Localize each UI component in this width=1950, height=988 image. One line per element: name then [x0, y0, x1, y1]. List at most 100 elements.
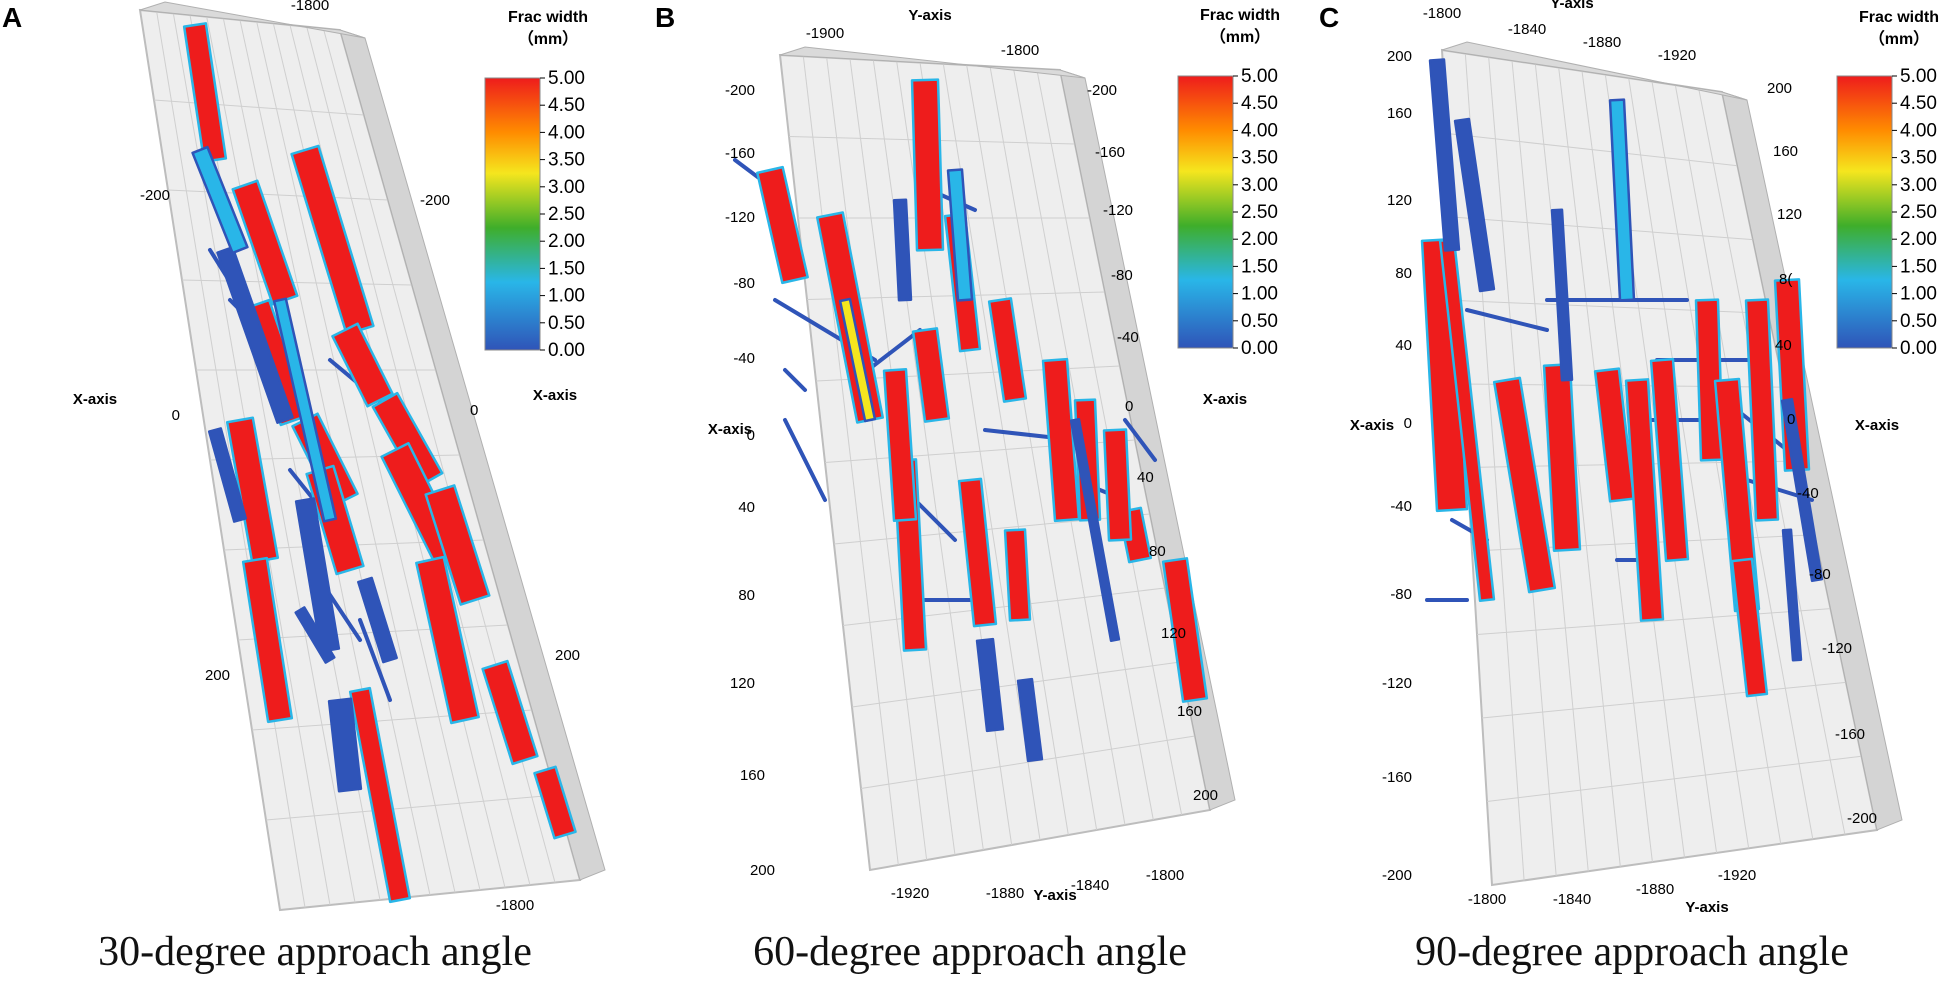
- fracture-plane: [1069, 418, 1121, 642]
- x-axis-name-right: X-axis: [1203, 391, 1247, 408]
- legend-tick-label: 5.00: [1241, 66, 1278, 87]
- fractures: [1420, 58, 1824, 698]
- fracture-plane: [481, 659, 539, 766]
- figure-caption: 30-degree approach angle: [98, 929, 532, 975]
- grid-line: [153, 99, 365, 116]
- plot-top-face: [139, 1, 366, 39]
- right-tick-label: -80: [1111, 267, 1133, 284]
- legend-tick-label: 3.50: [1900, 148, 1937, 169]
- fracture-plane: [987, 297, 1028, 403]
- fracture-plane: [1780, 397, 1824, 583]
- top-tick-label: -1800: [1001, 42, 1039, 59]
- right-tick-label: -200: [1087, 82, 1117, 99]
- x-axis-name-left: X-axis: [73, 391, 117, 408]
- grid-line: [1486, 755, 1862, 802]
- fracture-plane: [838, 297, 877, 423]
- fractures: [733, 78, 1209, 763]
- fracture-plane: [1730, 557, 1769, 698]
- legend-tick-label: 2.00: [548, 231, 585, 252]
- legend-tick-label: 0.00: [548, 340, 585, 361]
- fracture-plane: [241, 556, 294, 724]
- fracture-plane: [1453, 117, 1496, 293]
- fracture-plane: [1550, 208, 1574, 382]
- right-tick-label: 200: [555, 647, 580, 664]
- right-tick-label: 120: [1777, 206, 1802, 223]
- fracture-plane: [207, 427, 248, 523]
- legend-title: Frac width: [508, 9, 588, 26]
- fracture-plane: [892, 198, 913, 302]
- right-tick-label: 200: [1767, 80, 1792, 97]
- top-tick-label: -1840: [1508, 21, 1546, 38]
- right-tick-label: 8(: [1779, 271, 1792, 288]
- fracture-plane: [231, 179, 299, 306]
- fracture-link: [1465, 308, 1549, 332]
- y-axis-name-bottom: Y-axis: [1685, 899, 1728, 916]
- fracture-plane: [1161, 557, 1209, 703]
- panel-label: B: [655, 2, 676, 33]
- right-tick-label: -80: [1809, 566, 1831, 583]
- left-tick-label: -120: [725, 209, 755, 226]
- panel-label: C: [1319, 2, 1340, 33]
- left-tick-label: 120: [1387, 192, 1412, 209]
- x-axis-name-right: X-axis: [533, 387, 577, 404]
- legend-tick-label: 5.00: [548, 68, 585, 89]
- top-tick-label: -1920: [1658, 47, 1696, 64]
- right-tick-label: -40: [1117, 329, 1139, 346]
- legend-tick-label: 2.50: [548, 204, 585, 225]
- legend-tick-label: 1.00: [548, 286, 585, 307]
- top-tick-label: -1880: [1583, 34, 1621, 51]
- legend-tick-label: 1.50: [1900, 256, 1937, 277]
- bottom-tick-label: -1800: [1146, 867, 1184, 884]
- right-tick-label: 160: [1177, 703, 1202, 720]
- left-tick-label: 160: [1387, 105, 1412, 122]
- left-tick-label: -40: [733, 350, 755, 367]
- fracture-plane: [756, 165, 809, 285]
- left-tick-label: 40: [1395, 337, 1412, 354]
- x-axis-name-left: X-axis: [708, 421, 752, 438]
- left-tick-label: -200: [1382, 867, 1412, 884]
- left-tick-label: 0: [172, 407, 180, 424]
- bottom-tick-label: -1840: [1553, 891, 1591, 908]
- fracture-plot-b: -200 -160 -120 -80 -40 0 40 80 120 160 200 -200 -160…: [708, 7, 1280, 904]
- left-tick-label: -200: [140, 187, 170, 204]
- fracture-plane: [331, 322, 394, 408]
- left-tick-label: 40: [738, 499, 755, 516]
- left-tick-label: 160: [740, 767, 765, 784]
- right-tick-label: 40: [1137, 469, 1154, 486]
- top-tick-label: -1800: [1423, 5, 1461, 22]
- fracture-plane: [1492, 376, 1557, 594]
- legend-tick-label: 4.00: [1241, 120, 1278, 141]
- legend-tick-label: 2.00: [1241, 229, 1278, 250]
- grid-line: [1446, 133, 1738, 167]
- fracture-plane: [1781, 528, 1803, 662]
- legend-tick-label: 5.00: [1900, 66, 1937, 87]
- legend-tick-label: 4.50: [548, 95, 585, 116]
- fracture-plane: [1608, 98, 1636, 302]
- bottom-tick-label: -1880: [986, 885, 1024, 902]
- right-tick-label: 0: [1125, 398, 1133, 415]
- legend-unit: （mm）: [1869, 30, 1929, 48]
- legend-tick-label: 2.00: [1900, 229, 1937, 250]
- grid-line: [265, 794, 557, 821]
- legend-tick-label: 2.50: [1241, 202, 1278, 223]
- legend-tick-label: 3.50: [1241, 148, 1278, 169]
- left-tick-label: -80: [1390, 586, 1412, 603]
- legend-unit: （mm）: [518, 30, 578, 48]
- legend-tick-label: 0.50: [1900, 311, 1937, 332]
- y-axis-name-top: Y-axis: [1550, 0, 1593, 12]
- fracture-plane: [290, 144, 375, 336]
- right-tick-label: -160: [1095, 144, 1125, 161]
- fracture-plane: [957, 477, 998, 628]
- fracture-plane: [294, 497, 341, 653]
- figure-caption: 60-degree approach angle: [753, 929, 1187, 975]
- legend-color-bar: [484, 77, 541, 351]
- grid-line: [860, 735, 1196, 789]
- left-tick-label: -200: [725, 82, 755, 99]
- legend-tick-label: 4.00: [1900, 120, 1937, 141]
- panel-a: -200 0 200 -200 0 200 -1800 -1800 X-axis X-axis Fr…: [0, 0, 630, 988]
- fracture-plane: [910, 78, 945, 252]
- fracture-link: [783, 368, 807, 392]
- left-tick-label: 0: [1404, 415, 1412, 432]
- right-tick-label: -40: [1797, 485, 1819, 502]
- grid-line: [181, 279, 413, 286]
